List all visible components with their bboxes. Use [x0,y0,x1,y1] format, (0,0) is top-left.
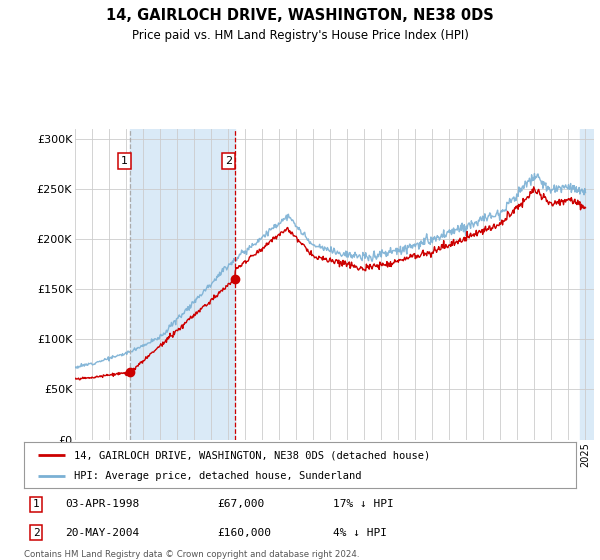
Text: £160,000: £160,000 [217,528,271,538]
Bar [130,129,235,440]
Text: 17% ↓ HPI: 17% ↓ HPI [333,500,394,509]
Text: 14, GAIRLOCH DRIVE, WASHINGTON, NE38 0DS (detached house): 14, GAIRLOCH DRIVE, WASHINGTON, NE38 0DS… [74,450,430,460]
Text: 03-APR-1998: 03-APR-1998 [65,500,140,509]
Text: 20-MAY-2004: 20-MAY-2004 [65,528,140,538]
Bar [580,129,594,440]
Text: 1: 1 [33,500,40,509]
Text: HPI: Average price, detached house, Sunderland: HPI: Average price, detached house, Sund… [74,472,361,482]
Text: Contains HM Land Registry data © Crown copyright and database right 2024.
This d: Contains HM Land Registry data © Crown c… [24,550,359,560]
Text: £67,000: £67,000 [217,500,265,509]
Text: 2: 2 [33,528,40,538]
Text: 2: 2 [225,156,232,166]
Text: 1: 1 [121,156,128,166]
Text: Price paid vs. HM Land Registry's House Price Index (HPI): Price paid vs. HM Land Registry's House … [131,29,469,42]
Text: 14, GAIRLOCH DRIVE, WASHINGTON, NE38 0DS: 14, GAIRLOCH DRIVE, WASHINGTON, NE38 0DS [106,8,494,24]
Text: 4% ↓ HPI: 4% ↓ HPI [333,528,387,538]
